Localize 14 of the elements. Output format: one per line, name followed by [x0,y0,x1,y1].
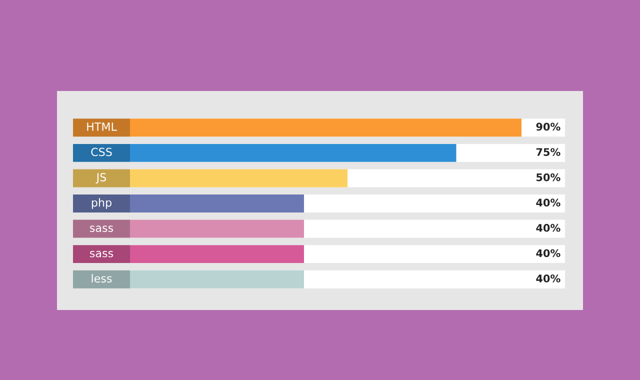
y-tick-label: php [92,198,112,209]
data-label: 40% [536,198,560,207]
y-tick-label: sass [90,250,114,258]
y-tick-label: CSS [91,148,112,156]
data-label: 40% [536,274,560,282]
y-tick-label: HTML [87,122,117,131]
y-tick-label: less [92,274,112,283]
data-label: 50% [536,173,560,182]
y-tick-label: JS [96,173,106,184]
data-label: 40% [536,224,560,232]
data-label: 90% [536,122,560,131]
y-tick-label: sass [90,226,114,232]
data-label: 40% [536,249,560,258]
data-label: 75% [536,148,560,156]
